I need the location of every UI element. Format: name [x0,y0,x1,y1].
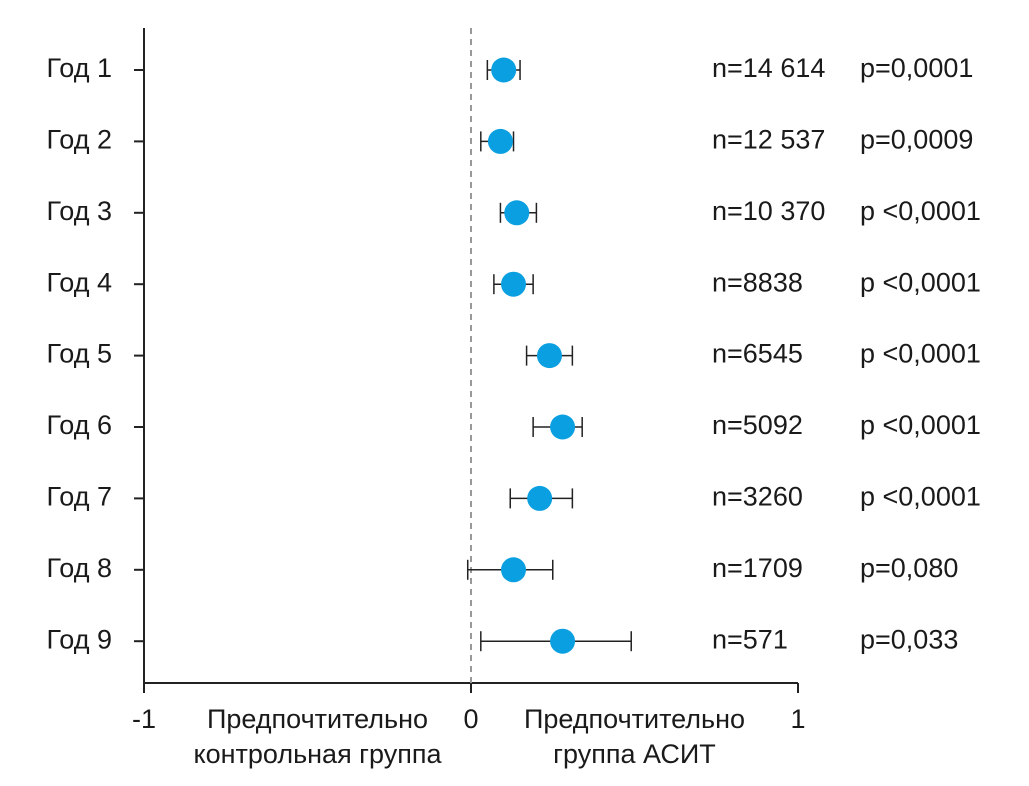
point [550,628,576,654]
point [501,557,527,583]
point [487,128,513,154]
y-tick-label: Год 7 [46,482,112,512]
x-tick-label: 0 [463,704,478,734]
n-label: n=3260 [712,482,803,512]
x-annotation: контрольная группа [193,739,442,769]
p-label: p=0,0001 [860,53,973,83]
y-tick-label: Год 2 [46,125,112,155]
x-tick-label: -1 [132,704,156,734]
x-annotation: Предпочтительно [207,704,428,734]
y-tick-label: Год 6 [46,410,112,440]
x-annotation: Предпочтительно [524,704,745,734]
n-label: n=571 [712,624,788,654]
n-label: n=6545 [712,339,803,369]
p-label: p <0,0001 [860,339,981,369]
y-tick-label: Год 1 [46,53,112,83]
n-label: n=14 614 [712,53,825,83]
p-label: p=0,0009 [860,125,973,155]
x-tick-label: 1 [790,704,805,734]
y-tick-label: Год 9 [46,624,112,654]
y-tick-label: Год 5 [46,339,112,369]
n-label: n=8838 [712,267,803,297]
point [491,57,517,83]
n-label: n=1709 [712,553,803,583]
point [501,271,527,297]
p-label: p=0,080 [860,553,958,583]
y-tick-label: Год 3 [46,196,112,226]
point [536,343,562,369]
y-tick-label: Год 4 [46,267,112,297]
y-tick-label: Год 8 [46,553,112,583]
n-label: n=10 370 [712,196,825,226]
x-annotation: группа АСИТ [553,739,716,769]
point [504,200,530,226]
p-label: p <0,0001 [860,196,981,226]
point [550,414,576,440]
point [527,485,553,511]
p-label: p <0,0001 [860,410,981,440]
p-label: p <0,0001 [860,267,981,297]
p-label: p=0,033 [860,624,958,654]
n-label: n=12 537 [712,125,825,155]
n-label: n=5092 [712,410,803,440]
p-label: p <0,0001 [860,482,981,512]
